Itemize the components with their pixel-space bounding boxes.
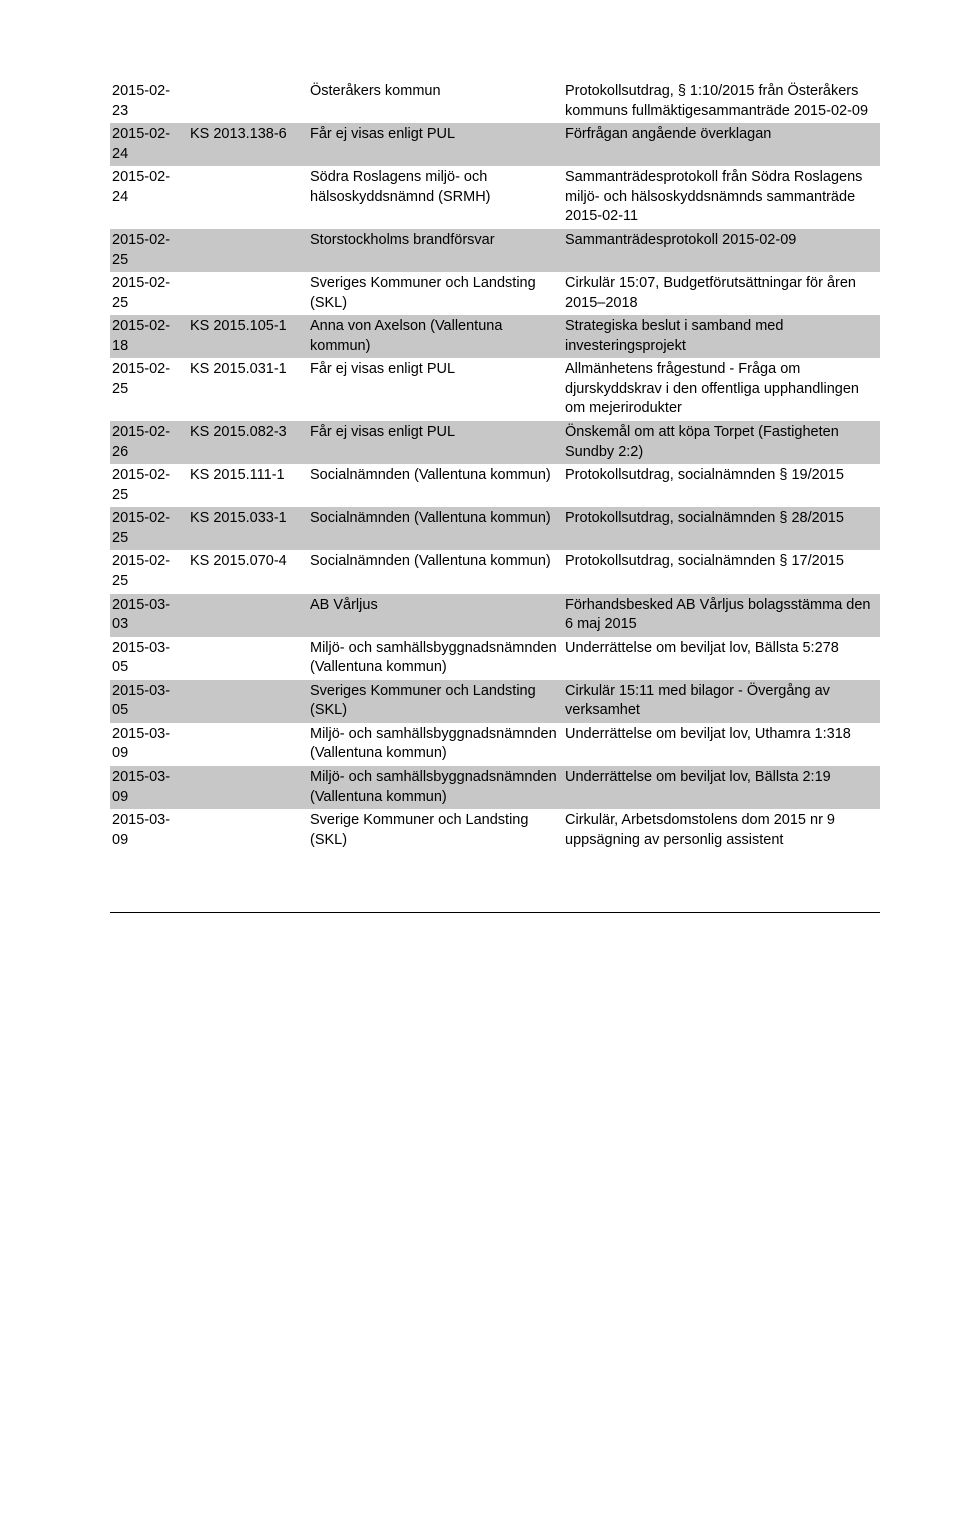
cell-from: Sveriges Kommuner och Landsting (SKL) bbox=[308, 272, 563, 315]
cell-ref bbox=[188, 766, 308, 809]
table-row: 2015-02-25KS 2015.031-1Får ej visas enli… bbox=[110, 358, 880, 421]
cell-date: 2015-02-25 bbox=[110, 507, 188, 550]
cell-ref bbox=[188, 637, 308, 680]
cell-date: 2015-02-24 bbox=[110, 166, 188, 229]
cell-ref bbox=[188, 594, 308, 637]
table-row: 2015-02-26KS 2015.082-3Får ej visas enli… bbox=[110, 421, 880, 464]
cell-ref: KS 2015.105-1 bbox=[188, 315, 308, 358]
cell-desc: Protokollsutdrag, socialnämnden § 17/201… bbox=[563, 550, 880, 593]
footer-rule bbox=[110, 912, 880, 913]
table-row: 2015-02-25KS 2015.111-1Socialnämnden (Va… bbox=[110, 464, 880, 507]
cell-from: Storstockholms brandförsvar bbox=[308, 229, 563, 272]
cell-ref: KS 2015.031-1 bbox=[188, 358, 308, 421]
records-body: 2015-02-23Österåkers kommunProtokollsutd… bbox=[110, 80, 880, 852]
cell-date: 2015-02-25 bbox=[110, 464, 188, 507]
cell-desc: Allmänhetens frågestund - Fråga om djurs… bbox=[563, 358, 880, 421]
cell-ref bbox=[188, 80, 308, 123]
cell-desc: Protokollsutdrag, socialnämnden § 28/201… bbox=[563, 507, 880, 550]
table-row: 2015-02-23 Österåkers kommunProtokollsutd… bbox=[110, 80, 880, 123]
cell-from: Socialnämnden (Vallentuna kommun) bbox=[308, 464, 563, 507]
cell-ref: KS 2013.138-6 bbox=[188, 123, 308, 166]
cell-ref: KS 2015.111-1 bbox=[188, 464, 308, 507]
cell-from: Socialnämnden (Vallentuna kommun) bbox=[308, 550, 563, 593]
cell-date: 2015-03-05 bbox=[110, 680, 188, 723]
cell-ref bbox=[188, 272, 308, 315]
cell-from: Anna von Axelson (Vallentuna kommun) bbox=[308, 315, 563, 358]
table-row: 2015-03-03 AB VårljusFörhandsbesked AB Vå… bbox=[110, 594, 880, 637]
cell-from: Får ej visas enligt PUL bbox=[308, 123, 563, 166]
table-row: 2015-02-25 Sveriges Kommuner och Landstin… bbox=[110, 272, 880, 315]
cell-desc: Cirkulär, Arbetsdomstolens dom 2015 nr 9… bbox=[563, 809, 880, 852]
table-row: 2015-03-09 Sverige Kommuner och Landsting… bbox=[110, 809, 880, 852]
cell-ref bbox=[188, 723, 308, 766]
cell-desc: Cirkulär 15:07, Budgetförutsättningar fö… bbox=[563, 272, 880, 315]
cell-ref: KS 2015.082-3 bbox=[188, 421, 308, 464]
table-row: 2015-02-24 Södra Roslagens miljö- och häl… bbox=[110, 166, 880, 229]
table-row: 2015-03-05 Sveriges Kommuner och Landstin… bbox=[110, 680, 880, 723]
cell-date: 2015-03-05 bbox=[110, 637, 188, 680]
cell-date: 2015-02-23 bbox=[110, 80, 188, 123]
cell-from: Socialnämnden (Vallentuna kommun) bbox=[308, 507, 563, 550]
cell-desc: Önskemål om att köpa Torpet (Fastigheten… bbox=[563, 421, 880, 464]
cell-from: AB Vårljus bbox=[308, 594, 563, 637]
table-row: 2015-02-25 Storstockholms brandförsvarSam… bbox=[110, 229, 880, 272]
cell-from: Södra Roslagens miljö- och hälsoskyddsnä… bbox=[308, 166, 563, 229]
cell-desc: Protokollsutdrag, socialnämnden § 19/201… bbox=[563, 464, 880, 507]
cell-from: Sverige Kommuner och Landsting (SKL) bbox=[308, 809, 563, 852]
cell-desc: Förhandsbesked AB Vårljus bolagsstämma d… bbox=[563, 594, 880, 637]
cell-desc: Sammanträdesprotokoll 2015-02-09 bbox=[563, 229, 880, 272]
cell-ref bbox=[188, 166, 308, 229]
cell-ref: KS 2015.033-1 bbox=[188, 507, 308, 550]
cell-ref bbox=[188, 680, 308, 723]
cell-from: Miljö- och samhällsbyggnadsnämnden (Vall… bbox=[308, 637, 563, 680]
cell-date: 2015-02-26 bbox=[110, 421, 188, 464]
table-row: 2015-02-25KS 2015.033-1Socialnämnden (Va… bbox=[110, 507, 880, 550]
cell-date: 2015-02-25 bbox=[110, 229, 188, 272]
table-row: 2015-03-09 Miljö- och samhällsbyggnadsnäm… bbox=[110, 723, 880, 766]
cell-ref bbox=[188, 809, 308, 852]
cell-date: 2015-03-09 bbox=[110, 809, 188, 852]
cell-desc: Underrättelse om beviljat lov, Bällsta 2… bbox=[563, 766, 880, 809]
cell-from: Får ej visas enligt PUL bbox=[308, 421, 563, 464]
cell-date: 2015-03-09 bbox=[110, 723, 188, 766]
cell-desc: Protokollsutdrag, § 1:10/2015 från Öster… bbox=[563, 80, 880, 123]
records-table: 2015-02-23Österåkers kommunProtokollsutd… bbox=[110, 80, 880, 852]
cell-ref: KS 2015.070-4 bbox=[188, 550, 308, 593]
cell-date: 2015-02-25 bbox=[110, 272, 188, 315]
cell-date: 2015-02-18 bbox=[110, 315, 188, 358]
cell-from: Sveriges Kommuner och Landsting (SKL) bbox=[308, 680, 563, 723]
cell-from: Miljö- och samhällsbyggnadsnämnden (Vall… bbox=[308, 723, 563, 766]
cell-desc: Förfrågan angående överklagan bbox=[563, 123, 880, 166]
table-row: 2015-02-24KS 2013.138-6Får ej visas enli… bbox=[110, 123, 880, 166]
cell-from: Österåkers kommun bbox=[308, 80, 563, 123]
table-row: 2015-02-25KS 2015.070-4Socialnämnden (Va… bbox=[110, 550, 880, 593]
cell-desc: Sammanträdesprotokoll från Södra Roslage… bbox=[563, 166, 880, 229]
cell-date: 2015-02-24 bbox=[110, 123, 188, 166]
cell-date: 2015-03-03 bbox=[110, 594, 188, 637]
document-page: 2015-02-23Österåkers kommunProtokollsutd… bbox=[0, 0, 960, 973]
cell-desc: Underrättelse om beviljat lov, Uthamra 1… bbox=[563, 723, 880, 766]
table-row: 2015-03-05 Miljö- och samhällsbyggnadsnäm… bbox=[110, 637, 880, 680]
cell-desc: Cirkulär 15:11 med bilagor - Övergång av… bbox=[563, 680, 880, 723]
cell-date: 2015-02-25 bbox=[110, 550, 188, 593]
cell-from: Får ej visas enligt PUL bbox=[308, 358, 563, 421]
cell-ref bbox=[188, 229, 308, 272]
cell-date: 2015-02-25 bbox=[110, 358, 188, 421]
cell-desc: Underrättelse om beviljat lov, Bällsta 5… bbox=[563, 637, 880, 680]
cell-date: 2015-03-09 bbox=[110, 766, 188, 809]
table-row: 2015-02-18KS 2015.105-1Anna von Axelson … bbox=[110, 315, 880, 358]
cell-desc: Strategiska beslut i samband med investe… bbox=[563, 315, 880, 358]
cell-from: Miljö- och samhällsbyggnadsnämnden (Vall… bbox=[308, 766, 563, 809]
table-row: 2015-03-09 Miljö- och samhällsbyggnadsnäm… bbox=[110, 766, 880, 809]
